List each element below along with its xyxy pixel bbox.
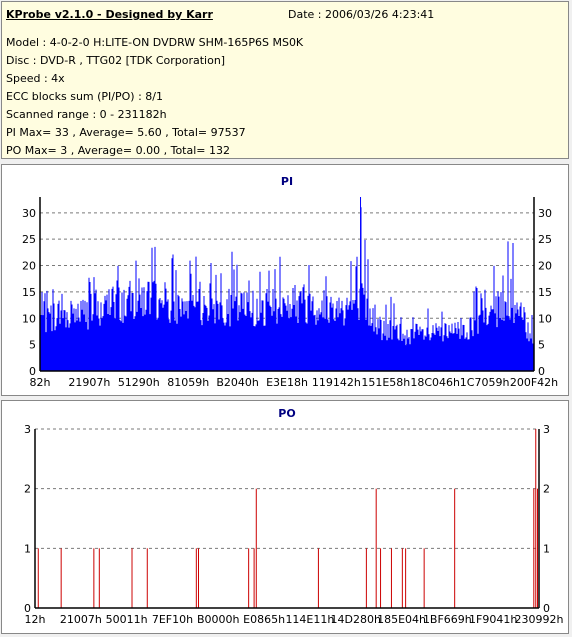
po-ytick-right: 3 bbox=[543, 423, 550, 436]
pi-chart-panel: PI 0 0 5 5 10 10 15 15 20 20 25 25 30 30 82h 21907h 51290… bbox=[1, 164, 569, 396]
pi-xtick-label: 51290h bbox=[118, 376, 160, 389]
po-xtick-label: 1F9041h bbox=[469, 613, 517, 626]
pi-xtick-label: 200F42h bbox=[510, 376, 558, 389]
pi-xtick-label: 81059h bbox=[167, 376, 209, 389]
po-xtick-label: 230992h bbox=[515, 613, 564, 626]
po-ytick-left: 0 bbox=[24, 602, 31, 615]
pi-ytick-right: 20 bbox=[538, 260, 552, 273]
pi-ytick-right: 25 bbox=[538, 233, 552, 246]
pi-xtick-label: 119142h bbox=[312, 376, 361, 389]
po-xtick-label: E0865h bbox=[243, 613, 285, 626]
range-line: Scanned range : 0 - 231182h bbox=[6, 108, 167, 121]
pi-ytick-left: 5 bbox=[29, 339, 36, 352]
po-chart: PO 0 0 1 1 2 2 3 3 12h 21007h 50011h 7EF10h B0000h E08… bbox=[24, 407, 564, 626]
pi-stats-line: PI Max= 33 , Average= 5.60 , Total= 9753… bbox=[6, 126, 246, 139]
po-ytick-left: 3 bbox=[24, 423, 31, 436]
po-xtick-label: 21007h bbox=[60, 613, 102, 626]
po-ytick-left: 2 bbox=[24, 483, 31, 496]
po-ytick-right: 1 bbox=[543, 542, 550, 555]
po-xtick-label: 1BF669h bbox=[423, 613, 472, 626]
pi-ytick-left: 15 bbox=[22, 286, 36, 299]
speed-line: Speed : 4x bbox=[6, 72, 65, 85]
po-chart-panel: PO 0 0 1 1 2 2 3 3 12h 21007h 50011h 7EF10h B0000h E08… bbox=[1, 400, 569, 634]
po-xtick-label: 12h bbox=[25, 613, 46, 626]
po-xtick-label: 50011h bbox=[106, 613, 148, 626]
po-chart-title: PO bbox=[278, 407, 295, 420]
po-xtick-label: 185E04h bbox=[377, 613, 426, 626]
pi-ytick-left: 25 bbox=[22, 233, 36, 246]
po-xtick-label: 114E11h bbox=[285, 613, 334, 626]
po-xtick-label: B0000h bbox=[197, 613, 240, 626]
po-ytick-right: 0 bbox=[543, 602, 550, 615]
pi-ytick-right: 30 bbox=[538, 207, 552, 220]
pi-ytick-right: 15 bbox=[538, 286, 552, 299]
pi-ytick-right: 5 bbox=[538, 339, 545, 352]
po-xtick-label: 14D280h bbox=[331, 613, 381, 626]
po-stats-line: PO Max= 3 , Average= 0.00 , Total= 132 bbox=[6, 144, 230, 157]
pi-ytick-left: 20 bbox=[22, 260, 36, 273]
pi-xtick-label: 1C7059h bbox=[460, 376, 510, 389]
pi-ytick-left: 0 bbox=[29, 365, 36, 378]
disc-line: Disc : DVD-R , TTG02 [TDK Corporation] bbox=[6, 54, 226, 67]
info-panel: KProbe v2.1.0 - Designed by Karr Date : … bbox=[1, 1, 569, 159]
scan-date: Date : 2006/03/26 4:23:41 bbox=[288, 8, 435, 21]
model-line: Model : 4-0-2-0 H:LITE-ON DVDRW SHM-165P… bbox=[6, 36, 304, 49]
pi-chart-title: PI bbox=[281, 175, 293, 188]
pi-chart: PI 0 0 5 5 10 10 15 15 20 20 25 25 30 30 82h 21907h 51290… bbox=[22, 175, 558, 389]
pi-ytick-left: 30 bbox=[22, 207, 36, 220]
pi-xtick-label: 21907h bbox=[68, 376, 110, 389]
app-title: KProbe v2.1.0 - Designed by Karr bbox=[6, 8, 213, 21]
pi-ytick-right: 10 bbox=[538, 312, 552, 325]
pi-ytick-left: 10 bbox=[22, 312, 36, 325]
pi-xtick-label: 82h bbox=[30, 376, 51, 389]
po-ytick-right: 2 bbox=[543, 483, 550, 496]
po-xtick-label: 7EF10h bbox=[152, 613, 193, 626]
pi-xtick-label: E3E18h bbox=[266, 376, 308, 389]
po-ytick-left: 1 bbox=[24, 542, 31, 555]
ecc-line: ECC blocks sum (PI/PO) : 8/1 bbox=[6, 90, 163, 103]
pi-xtick-label: B2040h bbox=[216, 376, 259, 389]
pi-ytick-right: 0 bbox=[538, 365, 545, 378]
pi-xtick-label: 18C046h bbox=[410, 376, 460, 389]
pi-xtick-label: 151E58h bbox=[361, 376, 410, 389]
